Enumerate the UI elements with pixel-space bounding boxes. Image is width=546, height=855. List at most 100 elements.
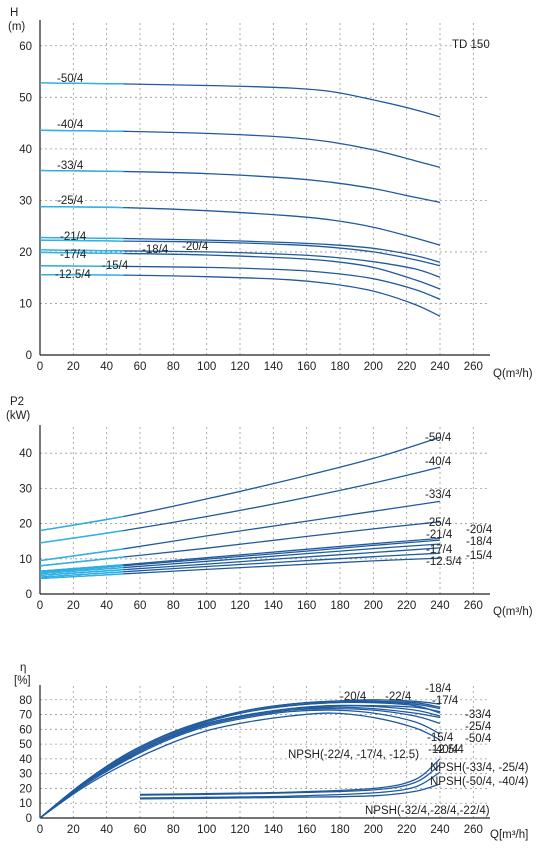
curve-lead-18-4 (39, 249, 124, 252)
y-tick-label-20: 20 (19, 519, 32, 531)
y-tick-label-0: 0 (26, 813, 32, 825)
npsh-curves (139, 758, 441, 800)
curve-label-17-4: -17/4 (426, 544, 453, 556)
curve-label-25-4: -25/4 (465, 721, 492, 733)
power-x-label: Q(m³/h) (493, 606, 533, 618)
x-tick-label-260: 260 (464, 600, 483, 612)
head-x-label: Q(m³/h) (493, 368, 533, 380)
y-tick-label-30: 30 (19, 195, 32, 207)
y-tick-label-60: 60 (19, 41, 32, 53)
curve-label-33-4: -33/4 (425, 489, 452, 501)
curve-lead-17-4 (39, 569, 124, 576)
y-tick-label-10: 10 (19, 798, 32, 810)
x-tick-label-20: 20 (67, 361, 80, 373)
npsh-curve-4 (139, 783, 441, 800)
curve-12-5-4 (39, 712, 441, 819)
power-curve-labels: -50/4 -40/4 -33/4 -25/4-21/4 -20/4-18/4 -17/4… (425, 432, 493, 568)
curve-lead-12-5-4 (39, 273, 124, 276)
power-tick-labels: 0 20 40 60 80 100 120 140 160 180 200 220 240 260 0 10 2… (19, 448, 483, 612)
curve-label-50-4: -50/4 (425, 432, 452, 444)
curve-label-25-4: -25/4 (425, 517, 452, 529)
x-tick-label-160: 160 (297, 361, 316, 373)
curve-label-50-4: -50/4 (465, 733, 492, 745)
curve-label-20-4: -20/4 (340, 691, 367, 703)
curve-15-4 (39, 709, 441, 819)
head-chart-title: TD 150 (452, 39, 490, 51)
npsh-label-2: NPSH(-33/4, -25/4) (430, 762, 529, 774)
head-tick-labels: 0 20 40 60 80 100 120 140 160 180 200 220 240 260 0 10 2… (19, 41, 483, 373)
curve-label-12-5-4: -12.5/4 (428, 744, 464, 756)
x-tick-label-100: 100 (197, 824, 216, 836)
curve-lead-40-4 (39, 129, 124, 132)
curve-label-18-4: -18/4 (142, 244, 169, 256)
curve-label-40-4: -40/4 (432, 744, 459, 756)
curve-40-4 (39, 129, 441, 169)
curve-50-4 (39, 82, 441, 118)
y-tick-label-40: 40 (19, 144, 32, 156)
x-tick-label-260: 260 (464, 824, 483, 836)
curve-label-22-4: -22/4 (385, 691, 412, 703)
x-tick-label-220: 220 (397, 824, 416, 836)
curve-label-33-4: -33/4 (57, 160, 84, 172)
y-tick-label-40: 40 (19, 448, 32, 460)
x-tick-label-240: 240 (430, 824, 449, 836)
curve-lead-25-4 (39, 556, 124, 567)
y-tick-label-60: 60 (19, 724, 32, 736)
curve-lead-33-4 (39, 548, 124, 562)
efficiency-chart: η [%] Q[m³/h] 0 20 40 60 80 100 120 140 160 180 20… (14, 662, 529, 841)
curve-lead-21-4 (39, 236, 124, 240)
x-tick-label-40: 40 (100, 361, 113, 373)
curve-lead-50-4 (39, 515, 124, 532)
curve-lead-20-4 (39, 565, 124, 573)
x-tick-label-200: 200 (364, 600, 383, 612)
y-tick-label-10: 10 (19, 298, 32, 310)
curve-label-21-4: -21/4 (60, 231, 87, 243)
npsh-curve-2 (139, 764, 441, 796)
curve-lead-18-4 (39, 566, 124, 575)
x-tick-label-180: 180 (330, 600, 349, 612)
npsh-label-3: NPSH(-50/4, -40/4) (430, 776, 529, 788)
x-tick-label-40: 40 (100, 824, 113, 836)
curve-18-4 (39, 249, 441, 278)
curve-lead-12-5-4 (39, 573, 124, 580)
x-tick-label-0: 0 (37, 361, 43, 373)
head-y-label: H (10, 7, 18, 19)
head-curves (39, 82, 441, 317)
npsh-curve-3 (139, 771, 441, 799)
x-tick-label-80: 80 (167, 361, 180, 373)
y-tick-label-50: 50 (19, 92, 32, 104)
curve-label-15-4: -15/4 (427, 732, 454, 744)
x-tick-label-60: 60 (134, 361, 147, 373)
power-chart: P2 (kW) Q(m³/h) 0 20 40 60 80 100 120 140 160 180… (6, 396, 533, 618)
x-tick-label-20: 20 (67, 824, 80, 836)
curve-lead-17-4 (39, 251, 124, 255)
x-tick-label-120: 120 (230, 600, 249, 612)
x-tick-label-160: 160 (297, 600, 316, 612)
curve-label-33-4: -33/4 (465, 709, 492, 721)
y-tick-label-70: 70 (19, 710, 32, 722)
x-tick-label-240: 240 (430, 361, 449, 373)
x-tick-label-80: 80 (167, 824, 180, 836)
y-tick-label-20: 20 (19, 247, 32, 259)
curve-label-12-5-4: -12.5/4 (426, 556, 462, 568)
curve-lead-33-4 (39, 169, 124, 173)
power-y-label: P2 (10, 396, 24, 408)
x-tick-label-180: 180 (330, 361, 349, 373)
x-tick-label-60: 60 (134, 600, 147, 612)
curve-17-4 (39, 251, 441, 290)
curve-lead-20-4 (39, 239, 124, 242)
x-tick-label-120: 120 (230, 361, 249, 373)
x-tick-label-40: 40 (100, 600, 113, 612)
curve-label-40-4: -40/4 (57, 119, 84, 131)
efficiency-x-label: Q[m³/h] (490, 829, 528, 841)
curve-label-18-4: -18/4 (466, 536, 493, 548)
x-tick-label-140: 140 (264, 600, 283, 612)
curve-label-21-4: -21/4 (426, 529, 453, 541)
curve-17-4 (39, 701, 441, 819)
x-tick-label-260: 260 (464, 361, 483, 373)
curve-40-4 (39, 707, 441, 819)
x-tick-label-0: 0 (37, 600, 43, 612)
x-tick-label-60: 60 (134, 824, 147, 836)
y-tick-label-0: 0 (26, 350, 32, 362)
